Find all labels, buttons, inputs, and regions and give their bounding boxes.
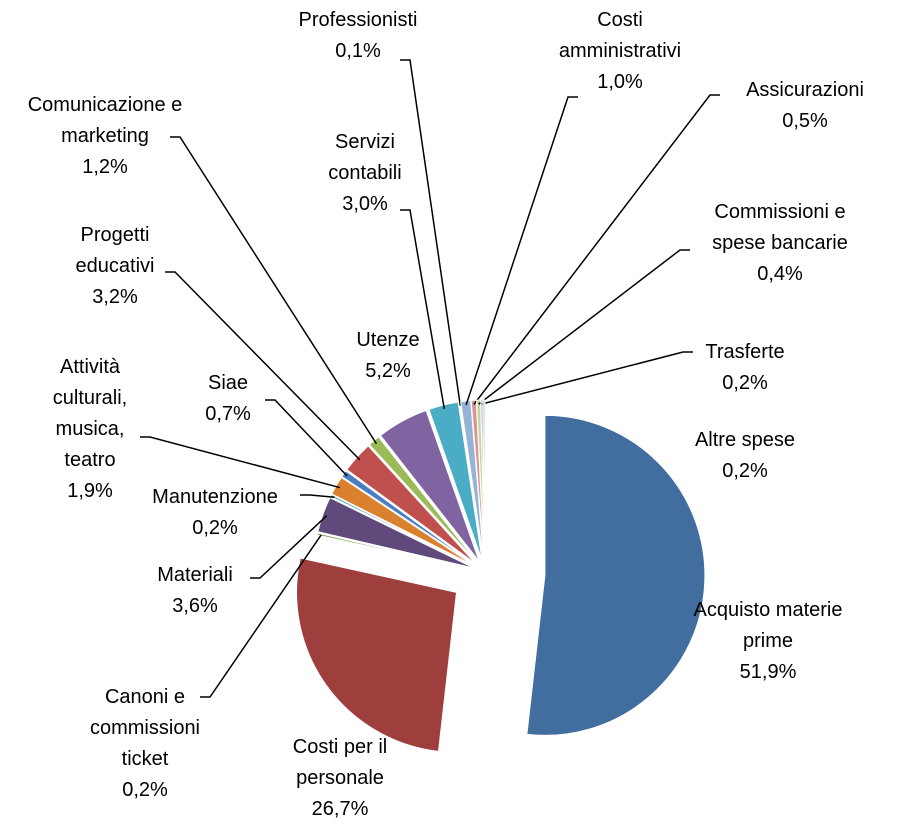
leader-line [200,534,322,698]
slice-label: Progetti educativi 3,2% [55,220,175,313]
slice-label: Altre spese 0,2% [680,425,810,487]
category-name: Canoni e commissioni ticket [89,686,201,770]
pie-slice [341,470,476,566]
value-label: 5,2% [365,360,411,382]
leader-line [465,96,578,406]
pie-slice [379,409,480,562]
value-label: 1,2% [82,156,128,178]
slice-label: Siae 0,7% [188,368,268,430]
value-label: 3,6% [172,595,218,617]
value-label: 26,7% [311,798,369,820]
category-name: Manutenzione [152,486,278,508]
leader-line [165,271,361,461]
slice-label: Utenze 5,2% [343,325,433,387]
pie-slice [482,399,486,561]
pie-slice [331,476,475,567]
value-label: 1,0% [597,71,643,93]
value-label: 51,9% [739,661,797,683]
value-label: 0,2% [722,372,768,394]
leader-line [481,351,693,405]
category-name: Costi per il personale [292,736,388,789]
slice-label: Materiali 3,6% [140,560,250,622]
leader-line [170,136,378,445]
leader-line [265,399,348,477]
category-name: Acquisto materie prime [693,599,843,652]
slice-label: Commissioni e spese bancarie 0,4% [690,197,870,290]
slice-label: Comunicazione e marketing 1,2% [10,90,200,183]
leader-line [140,436,340,489]
pie-slice [460,400,485,561]
category-name: Comunicazione e marketing [27,94,183,147]
value-label: 3,2% [92,286,138,308]
category-name: Servizi contabili [328,131,402,184]
slice-label: Professionisti 0,1% [288,5,428,67]
category-name: Attività culturali, musica, teatro [52,356,128,471]
category-name: Progetti educativi [75,224,155,277]
category-name: Utenze [356,329,420,351]
slice-label: Trasferte 0,2% [690,337,800,399]
slice-label: Assicurazioni 0,5% [730,75,880,137]
category-name: Assicurazioni [746,79,864,101]
value-label: 0,2% [122,779,168,801]
pie-slice [316,532,474,570]
slice-label: Costi per il personale 26,7% [265,732,415,825]
leader-line [250,515,328,579]
slice-label: Servizi contabili 3,0% [315,127,415,220]
category-name: Trasferte [705,341,785,363]
slice-label: Manutenzione 0,2% [130,482,300,544]
pie-slice [526,414,706,736]
category-name: Siae [207,372,249,394]
pie-slice [296,557,458,752]
value-label: 3,0% [342,193,388,215]
category-name: Professionisti [298,9,418,31]
value-label: 0,5% [782,110,828,132]
value-label: 0,1% [335,40,381,62]
pie-slice [317,497,474,569]
value-label: 0,2% [722,460,768,482]
slice-label: Acquisto materie prime 51,9% [683,595,853,688]
slice-label: Canoni e commissioni ticket 0,2% [80,682,210,806]
leader-line [473,94,720,405]
value-label: 0,7% [205,403,251,425]
slice-label: Costi amministrativi 1,0% [540,5,700,98]
category-name: Materiali [157,564,233,586]
value-label: 0,4% [757,263,803,285]
leader-line [300,494,335,499]
category-name: Commissioni e spese bancarie [712,201,848,254]
category-name: Altre spese [694,429,796,451]
slice-label: Attività culturali, musica, teatro 1,9% [35,352,145,507]
value-label: 0,2% [192,517,238,539]
leader-line [400,59,462,406]
leader-line [478,249,690,405]
leader-line [400,209,446,410]
value-label: 1,9% [67,480,113,502]
category-name: Costi amministrativi [558,9,682,62]
